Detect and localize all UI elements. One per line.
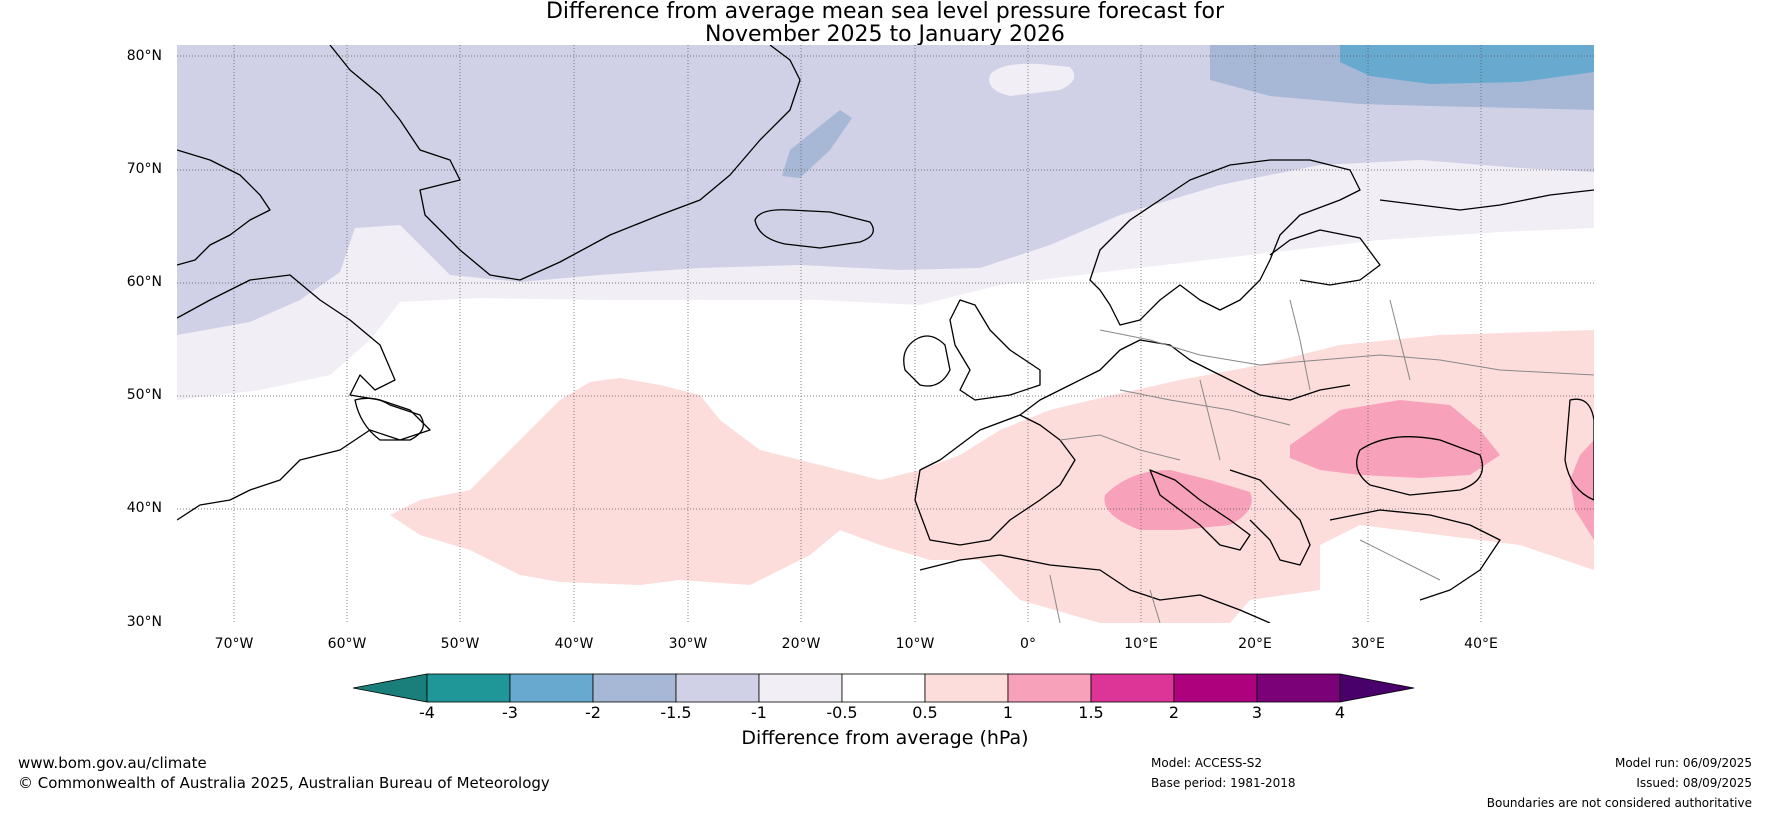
map-title-line2: November 2025 to January 2026 xyxy=(705,22,1065,47)
coastline-greenland xyxy=(329,45,801,281)
coastline-finland xyxy=(1269,229,1381,286)
lon-label-30e: 30°E xyxy=(1351,636,1385,652)
lon-label-40e: 40°E xyxy=(1464,636,1498,652)
coastline-balkans xyxy=(1229,469,1311,566)
lat-label-40n: 40°N xyxy=(126,500,162,516)
colorbar-segment xyxy=(592,673,677,703)
colorbar-tick-label: -1 xyxy=(751,703,767,722)
lat-label-60n: 60°N xyxy=(126,274,162,290)
colorbar-tick-label: -2 xyxy=(585,703,601,722)
colorbar-extend-high xyxy=(1339,673,1415,703)
colorbar-tick-label: 1 xyxy=(1002,703,1014,722)
coastline-western-europe xyxy=(1019,339,1351,416)
colorbar-title: Difference from average (hPa) xyxy=(741,727,1029,749)
colorbar-segment xyxy=(758,673,843,703)
colorbar-tick-label: 2 xyxy=(1168,703,1180,722)
lon-label-20w: 20°W xyxy=(781,636,821,652)
coastline-north-africa xyxy=(919,554,1271,623)
colorbar-segment xyxy=(924,673,1009,703)
colorbar-tick-label: 3 xyxy=(1251,703,1263,722)
lat-label-80n: 80°N xyxy=(126,48,162,64)
coastline-caspian xyxy=(1564,398,1594,501)
lat-label-70n: 70°N xyxy=(126,161,162,177)
colorbar-tick-label: 1.5 xyxy=(1078,703,1104,722)
footer-issued: Issued: 08/09/2025 xyxy=(1636,776,1752,790)
coastline-turkey xyxy=(1329,509,1501,601)
lon-label-10e: 10°E xyxy=(1124,636,1158,652)
colorbar-segment xyxy=(426,673,511,703)
coastline-scandinavia xyxy=(1089,159,1361,326)
anomaly-region-plus-0.5-atlantic xyxy=(390,330,1594,623)
coastline-iceland xyxy=(754,209,874,249)
colorbar xyxy=(352,673,1415,703)
footer-model-run: Model run: 06/09/2025 xyxy=(1614,756,1752,770)
anomaly-region-neutral-north xyxy=(989,63,1075,96)
lat-label-50n: 50°N xyxy=(126,387,162,403)
colorbar-segment xyxy=(1007,673,1092,703)
coastline-great-britain xyxy=(949,299,1041,401)
coastline-ireland xyxy=(903,335,951,387)
colorbar-extend-low xyxy=(352,673,428,703)
lon-label-50w: 50°W xyxy=(440,636,480,652)
anomaly-region-plus-1-italy xyxy=(1104,470,1252,530)
lon-label-10w: 10°W xyxy=(895,636,935,652)
coastline-black-sea xyxy=(1356,436,1484,496)
colorbar-tick-label: -1.5 xyxy=(660,703,692,722)
colorbar-segment xyxy=(1090,673,1175,703)
coastline-italy xyxy=(1149,469,1251,551)
colorbar-tick-label: -0.5 xyxy=(826,703,858,722)
anomaly-region-minus-1.5-b xyxy=(782,110,852,178)
footer-base-period: Base period: 1981-2018 xyxy=(1151,776,1296,790)
lat-label-30n: 30°N xyxy=(126,614,162,630)
coastline-iberia xyxy=(914,414,1076,546)
footer-copyright: © Commonwealth of Australia 2025, Austra… xyxy=(18,774,550,792)
lon-label-30w: 30°W xyxy=(668,636,708,652)
colorbar-segment xyxy=(675,673,760,703)
coastline-newfoundland xyxy=(354,397,424,441)
lon-label-0: 0° xyxy=(1020,636,1036,652)
colorbar-tick-label: 4 xyxy=(1334,703,1346,722)
colorbar-segment xyxy=(1256,673,1341,703)
lon-label-60w: 60°W xyxy=(327,636,367,652)
colorbar-tick-label: -4 xyxy=(419,703,435,722)
anomaly-region-minus-2 xyxy=(1340,45,1594,84)
footer-website: www.bom.gov.au/climate xyxy=(18,754,207,772)
anomaly-region-minus-1 xyxy=(177,45,1594,335)
anomaly-region-plus-1-blacksea xyxy=(1290,400,1500,478)
colorbar-segment xyxy=(509,673,594,703)
lon-label-20e: 20°E xyxy=(1238,636,1272,652)
footer-disclaimer: Boundaries are not considered authoritat… xyxy=(1486,796,1752,810)
colorbar-segment xyxy=(841,673,926,703)
footer-model: Model: ACCESS-S2 xyxy=(1151,756,1263,770)
colorbar-tick-label: 0.5 xyxy=(912,703,938,722)
lon-label-70w: 70°W xyxy=(214,636,254,652)
anomaly-region-plus-1-east xyxy=(1570,440,1594,540)
country-borders xyxy=(1049,299,1594,623)
coastline-canada-north xyxy=(177,149,271,266)
graticule xyxy=(177,45,1594,623)
coastlines xyxy=(177,45,1594,623)
colorbar-segment xyxy=(1173,673,1258,703)
map-title-line1: Difference from average mean sea level p… xyxy=(545,0,1225,24)
coastline-russia-north xyxy=(1379,189,1594,211)
colorbar-tick-label: -3 xyxy=(502,703,518,722)
lon-label-40w: 40°W xyxy=(554,636,594,652)
